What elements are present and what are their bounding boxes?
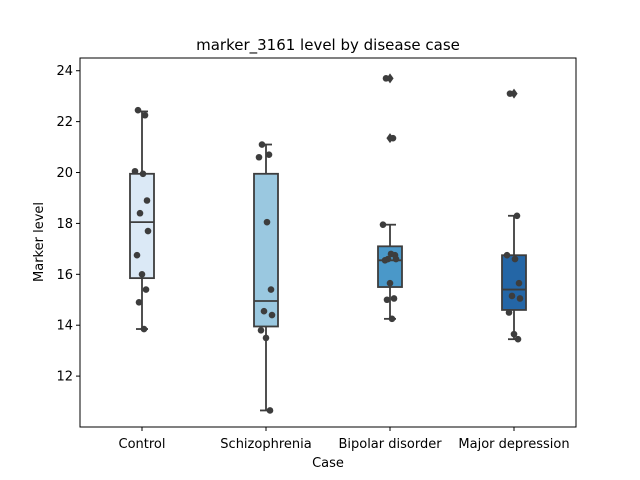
data-point (138, 271, 146, 278)
box-iqr (501, 254, 527, 311)
outlier-marker (386, 73, 394, 84)
data-point (260, 307, 268, 315)
box-iqr (253, 172, 279, 328)
x-axis-title: Case (312, 456, 344, 471)
box-iqr (129, 172, 155, 280)
data-point (133, 251, 141, 259)
data-point (392, 255, 400, 263)
data-point (389, 134, 397, 142)
data-point (505, 309, 513, 316)
x-tick-label: Major depression (458, 437, 569, 452)
data-point (131, 167, 139, 175)
x-tick-label: Bipolar disorder (338, 437, 442, 452)
data-point (136, 209, 144, 217)
data-point (390, 295, 398, 302)
data-point (515, 279, 523, 287)
chart-title: marker_3161 level by disease case (196, 36, 460, 55)
data-point (388, 315, 396, 323)
data-point (506, 90, 514, 97)
data-point (266, 407, 274, 414)
data-point (511, 255, 519, 263)
data-point (144, 227, 152, 235)
plot-frame (79, 57, 577, 428)
data-point (513, 212, 521, 220)
data-point (386, 279, 394, 287)
data-point (135, 299, 143, 306)
data-point (503, 251, 511, 259)
data-point (508, 292, 516, 300)
outlier-marker (510, 88, 518, 99)
y-tick-label: 20 (56, 166, 73, 181)
y-tick-label: 16 (56, 268, 73, 283)
data-point (142, 286, 150, 293)
data-point (379, 221, 387, 228)
plot-area: 12 14 16 18 20 22 24 Control Schizophrenia Bipola… (56, 57, 577, 452)
y-tick-label: 22 (56, 115, 73, 130)
data-point (257, 326, 265, 334)
data-point (134, 106, 142, 114)
y-axis-title: Marker level (32, 202, 47, 282)
data-point (263, 218, 271, 226)
data-point (383, 296, 391, 304)
data-point (141, 111, 149, 119)
y-tick-label: 12 (56, 370, 73, 385)
data-point (262, 334, 270, 342)
data-point (143, 197, 151, 204)
data-point (258, 141, 266, 148)
data-point (268, 311, 276, 319)
data-point (140, 325, 148, 333)
data-point (516, 295, 524, 302)
x-tick-label: Schizophrenia (220, 437, 311, 452)
data-point (514, 335, 522, 343)
data-point (265, 151, 273, 159)
data-point (139, 170, 147, 178)
data-point (255, 153, 263, 161)
y-tick-label: 18 (56, 217, 73, 232)
data-point (381, 257, 389, 264)
x-tick-label: Control (119, 437, 166, 452)
data-point (382, 75, 390, 82)
data-point (267, 286, 275, 293)
y-tick-label: 24 (56, 64, 73, 79)
y-tick-label: 14 (56, 319, 73, 334)
data-point (510, 330, 518, 338)
